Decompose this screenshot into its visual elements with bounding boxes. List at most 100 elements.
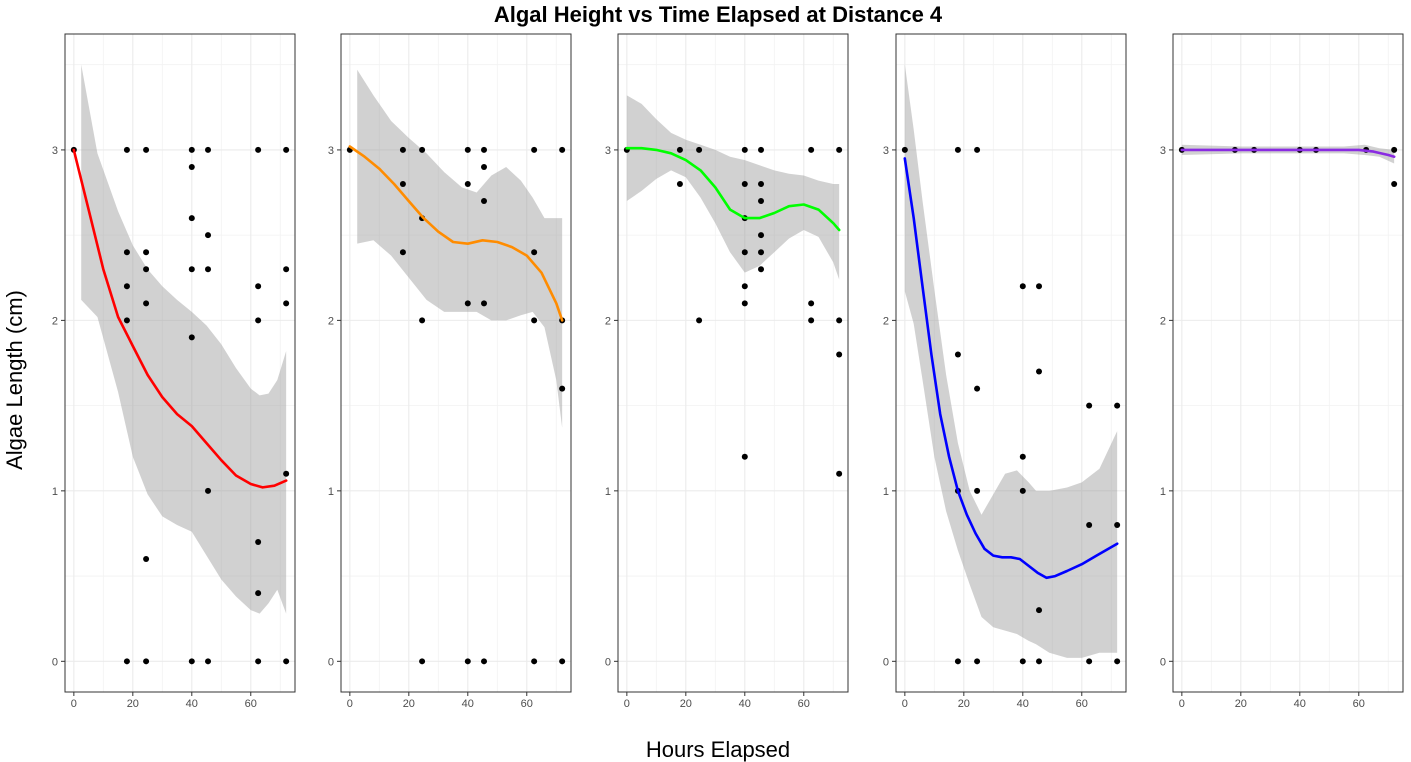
y-tick-label: 2 (328, 315, 334, 327)
confidence-band (357, 69, 563, 428)
data-point (836, 470, 843, 477)
data-point (1114, 521, 1121, 528)
y-tick-label: 2 (605, 315, 611, 327)
y-tick-label: 2 (1160, 315, 1166, 327)
x-tick-label: 60 (1076, 698, 1088, 710)
x-tick-label: 0 (71, 698, 77, 710)
x-tick-label: 60 (245, 698, 257, 710)
data-point (205, 146, 212, 153)
x-tick-label: 40 (739, 698, 751, 710)
data-point (1036, 607, 1043, 614)
data-point (1019, 658, 1026, 665)
data-point (464, 300, 471, 307)
y-tick-label: 3 (328, 145, 334, 157)
data-point (283, 470, 290, 477)
smooth-line (72, 148, 288, 489)
y-tick-label: 3 (883, 145, 889, 157)
data-point (419, 317, 426, 324)
data-point (758, 232, 765, 239)
data-point (255, 317, 262, 324)
confidence-band (81, 64, 287, 614)
x-tick-label: 20 (127, 698, 139, 710)
y-tick-label: 2 (883, 315, 889, 327)
x-tick-label: 0 (624, 698, 630, 710)
x-tick-label: 0 (347, 698, 353, 710)
data-point (559, 146, 566, 153)
data-point (205, 487, 212, 494)
data-point (901, 146, 908, 153)
data-point (758, 249, 765, 256)
data-point (464, 181, 471, 188)
data-point (1391, 181, 1398, 188)
data-point (143, 658, 150, 665)
y-tick-label: 3 (605, 145, 611, 157)
data-point (741, 300, 748, 307)
x-tick-label: 20 (958, 698, 970, 710)
data-point (1019, 453, 1026, 460)
data-point (741, 453, 748, 460)
x-tick-label: 0 (1179, 698, 1185, 710)
data-point (954, 146, 961, 153)
data-point (188, 266, 195, 273)
confidence-band (1181, 144, 1395, 164)
x-tick-label: 60 (521, 698, 533, 710)
data-point (255, 590, 262, 597)
data-point (974, 658, 981, 665)
x-tick-label: 60 (798, 698, 810, 710)
x-tick-label: 40 (1294, 698, 1306, 710)
data-point (255, 658, 262, 665)
data-point (974, 146, 981, 153)
confidence-band (626, 95, 840, 280)
data-point (481, 658, 488, 665)
data-point (143, 556, 150, 563)
panel-2: 0 20 40 60 0 1 2 3 (328, 33, 572, 710)
data-point (143, 300, 150, 307)
data-point (696, 317, 703, 324)
x-tick-label: 20 (1235, 698, 1247, 710)
y-tick-label: 1 (605, 486, 611, 498)
smooth-line (625, 146, 841, 232)
data-point (954, 351, 961, 358)
data-point (696, 146, 703, 153)
data-point (676, 181, 683, 188)
data-point (1019, 283, 1026, 290)
data-point (283, 300, 290, 307)
data-point (836, 317, 843, 324)
y-tick-label: 0 (605, 656, 611, 668)
panel-border (895, 33, 1127, 693)
data-point (741, 146, 748, 153)
data-point (808, 146, 815, 153)
data-point (255, 538, 262, 545)
data-point (836, 146, 843, 153)
data-point (123, 283, 130, 290)
data-point (1086, 521, 1093, 528)
data-point (1086, 658, 1093, 665)
data-point (464, 658, 471, 665)
x-tick-label: 20 (403, 698, 415, 710)
y-tick-label: 1 (328, 486, 334, 498)
data-point (1086, 402, 1093, 409)
y-tick-label: 1 (1160, 486, 1166, 498)
data-point (1036, 368, 1043, 375)
data-point (758, 266, 765, 273)
data-point (974, 385, 981, 392)
data-point (481, 300, 488, 307)
data-point (531, 146, 538, 153)
data-point (188, 658, 195, 665)
data-point (283, 266, 290, 273)
panel-4: 0 20 40 60 0 1 2 3 (883, 33, 1127, 710)
panel-5: 0 20 40 60 0 1 2 3 (1160, 33, 1404, 710)
data-point (808, 317, 815, 324)
y-tick-label: 3 (1160, 145, 1166, 157)
data-point (399, 181, 406, 188)
x-tick-label: 40 (186, 698, 198, 710)
data-point (808, 300, 815, 307)
data-point (399, 146, 406, 153)
data-point (143, 249, 150, 256)
y-tick-label: 1 (52, 486, 58, 498)
panel-border (1172, 33, 1404, 693)
data-point (188, 334, 195, 341)
data-point (758, 181, 765, 188)
data-point (188, 215, 195, 222)
data-point (1114, 658, 1121, 665)
